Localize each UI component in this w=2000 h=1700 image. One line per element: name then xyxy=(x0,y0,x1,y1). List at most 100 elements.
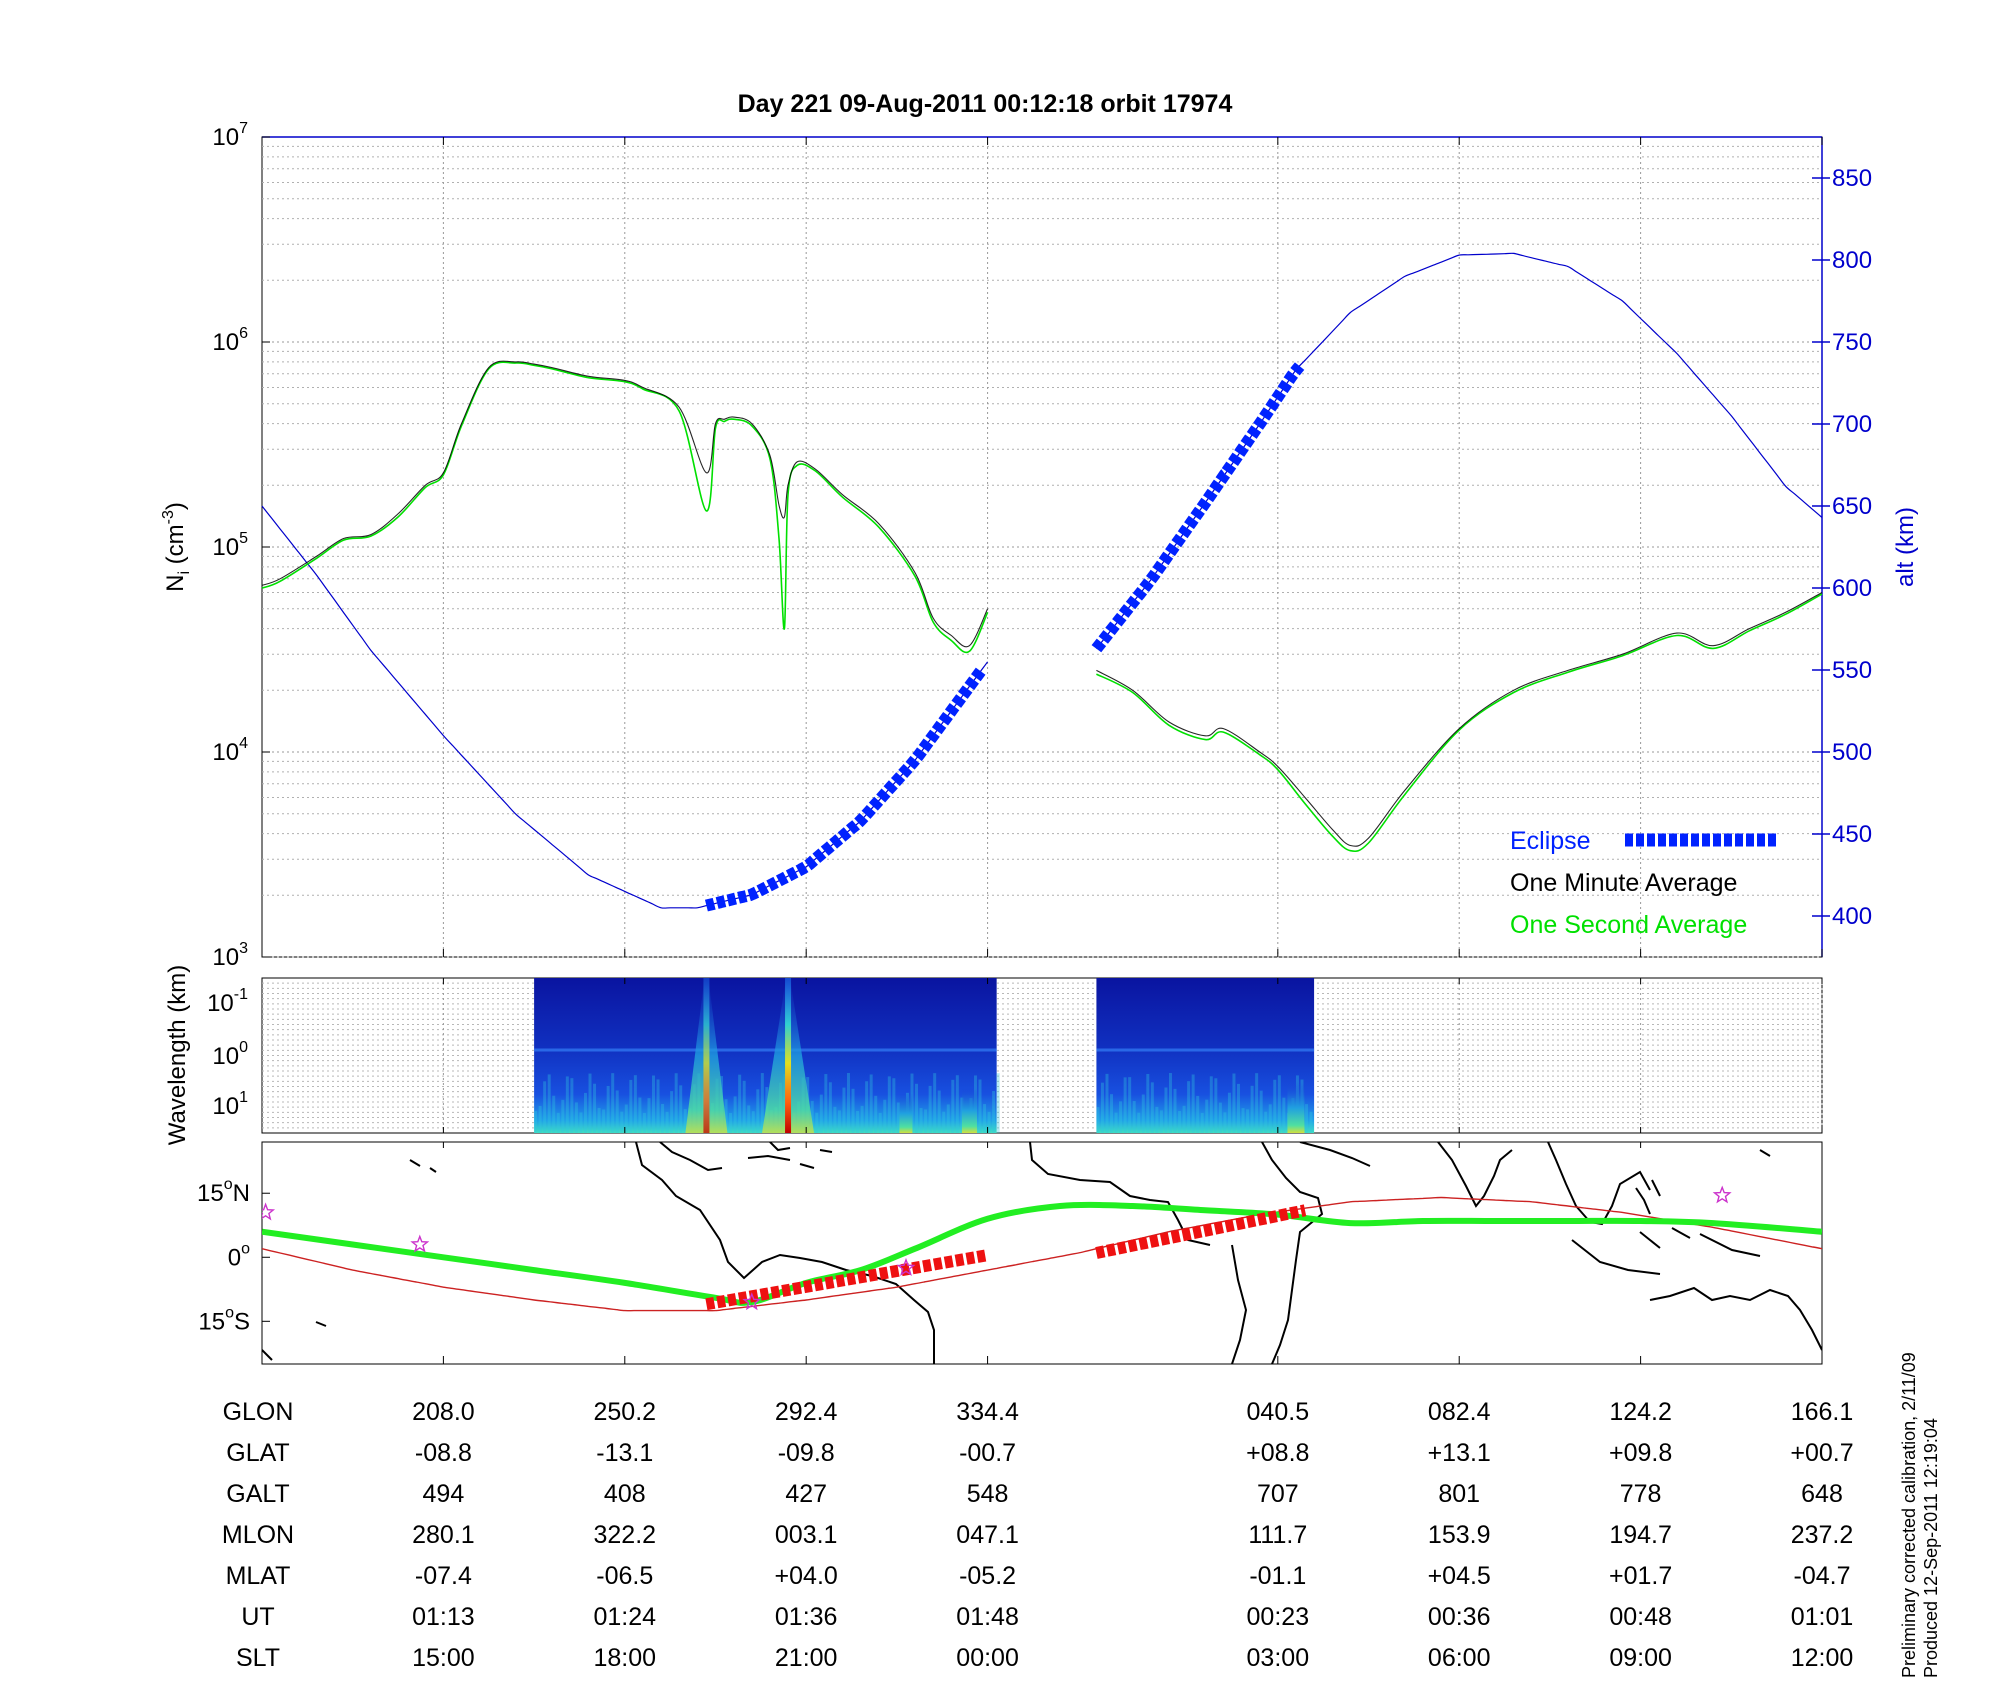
spectrogram-block xyxy=(1096,978,1315,1133)
spectrogram-texture xyxy=(547,1074,551,1133)
spectrogram-texture xyxy=(996,1073,1000,1133)
table-cell: -05.2 xyxy=(959,1562,1016,1590)
spectrogram-texture xyxy=(642,1112,646,1133)
table-cell: 778 xyxy=(1620,1480,1662,1508)
spec-tick-exp: 0 xyxy=(239,1039,248,1056)
spectrogram-texture xyxy=(733,1096,737,1133)
table-row-label: GLON xyxy=(223,1398,294,1426)
y-tick-base: 10 xyxy=(212,534,239,561)
spectrogram-texture xyxy=(955,1075,959,1133)
spectrogram-texture xyxy=(593,1083,597,1133)
table-cell: 322.2 xyxy=(594,1521,657,1549)
table-row-label: UT xyxy=(241,1603,274,1631)
table-cell: 040.5 xyxy=(1247,1398,1310,1426)
spec-tick-base: 10 xyxy=(212,1093,239,1120)
coast-arabia xyxy=(1299,1142,1371,1167)
table-cell: 250.2 xyxy=(594,1398,657,1426)
table-row-label: MLAT xyxy=(226,1562,291,1590)
alt-tick-label: 750 xyxy=(1832,329,1872,356)
spectrogram-texture xyxy=(1128,1077,1132,1133)
table-cell: +09.8 xyxy=(1609,1439,1672,1467)
spectrogram-texture xyxy=(865,1081,869,1133)
table-cell: 334.4 xyxy=(956,1398,1019,1426)
spectrogram-texture xyxy=(633,1075,637,1133)
spectrogram-texture xyxy=(1137,1112,1141,1133)
y-tick-label: 103 xyxy=(212,940,248,971)
table-cell: 427 xyxy=(785,1480,827,1508)
spectrogram-texture xyxy=(1205,1099,1209,1133)
table-cell: -01.1 xyxy=(1249,1562,1306,1590)
footer-calibration: Preliminary corrected calibration, 2/11/… xyxy=(1899,1352,1919,1678)
legend-minute-label: One Minute Average xyxy=(1510,869,1737,897)
spectrogram-texture xyxy=(1209,1076,1213,1133)
table-cell: 00:36 xyxy=(1428,1603,1491,1631)
table-cell: 12:00 xyxy=(1791,1644,1854,1672)
coast-east-africa xyxy=(1261,1142,1324,1364)
spectrogram-texture xyxy=(1119,1101,1123,1133)
y-tick-exp: 7 xyxy=(239,120,248,137)
spectrogram-texture xyxy=(851,1088,855,1133)
lat-tick-degree: o xyxy=(241,1240,250,1257)
spectrogram-texture xyxy=(738,1074,742,1133)
spectrogram-texture xyxy=(1168,1073,1172,1133)
alt-tick-label: 400 xyxy=(1832,903,1872,930)
spectrogram-texture xyxy=(751,1111,755,1133)
table-cell: 047.1 xyxy=(956,1521,1019,1549)
ground-track-line xyxy=(262,1201,1822,1306)
spectrogram-texture xyxy=(611,1073,615,1133)
spectrogram-texture xyxy=(1173,1088,1177,1133)
table-cell: 15:00 xyxy=(412,1644,475,1672)
coast-philippines xyxy=(1635,1179,1661,1215)
spectrogram-texture xyxy=(847,1073,850,1133)
coast-central-america xyxy=(659,1142,723,1172)
alt-tick-label: 600 xyxy=(1832,575,1872,602)
table-cell: 01:36 xyxy=(775,1603,838,1631)
coast-south-america xyxy=(635,1142,935,1364)
table-row-label: MLON xyxy=(222,1521,294,1549)
spectrogram-texture xyxy=(647,1098,651,1133)
coast-west-africa xyxy=(1029,1142,1211,1246)
density-y-label: Ni (cm-3) xyxy=(160,502,193,592)
spectrogram-peak xyxy=(899,1093,913,1133)
spectrogram-texture xyxy=(1282,1097,1286,1133)
spectrogram-block xyxy=(534,978,997,1133)
table-cell: 00:23 xyxy=(1247,1603,1310,1631)
table-cell: +08.8 xyxy=(1246,1439,1309,1467)
table-cell: 18:00 xyxy=(594,1644,657,1672)
spectrogram-texture xyxy=(1105,1073,1109,1133)
one-second-average-line xyxy=(261,361,989,654)
spectrogram-texture xyxy=(679,1085,683,1133)
y-tick-label: 104 xyxy=(212,735,248,766)
eclipse-ground-track xyxy=(1095,1204,1307,1259)
table-cell: -06.5 xyxy=(596,1562,653,1590)
spectrogram-texture xyxy=(1277,1075,1281,1133)
table-cell: 648 xyxy=(1801,1480,1843,1508)
spectrogram-texture xyxy=(606,1085,610,1133)
spectrogram-texture xyxy=(824,1074,828,1133)
y-tick-base: 10 xyxy=(212,124,239,151)
x-axis-ticks xyxy=(442,137,1823,1364)
coast-africa-interior xyxy=(1231,1244,1248,1364)
table-cell: 237.2 xyxy=(1791,1521,1854,1549)
table-cell: 00:00 xyxy=(956,1644,1019,1672)
y-tick-base: 10 xyxy=(212,739,239,766)
table-cell: -07.4 xyxy=(415,1562,472,1590)
table-cell: 06:00 xyxy=(1428,1644,1491,1672)
spectrogram-texture xyxy=(856,1110,860,1133)
spectrogram-texture xyxy=(924,1109,928,1133)
spectrogram-texture xyxy=(883,1099,887,1133)
spec-tick-label: 100 xyxy=(212,1039,248,1070)
spectrogram-texture xyxy=(1159,1110,1163,1133)
eclipse-segment xyxy=(704,665,987,912)
alt-tick-label: 650 xyxy=(1832,493,1872,520)
magnetic-equator-star-marker xyxy=(896,1257,916,1277)
table-cell: 292.4 xyxy=(775,1398,838,1426)
table-cell: -13.1 xyxy=(596,1439,653,1467)
table-cell: 801 xyxy=(1438,1480,1480,1508)
y-tick-exp: 3 xyxy=(239,940,248,957)
spectrogram-texture xyxy=(1110,1094,1114,1133)
spectrogram-texture xyxy=(1146,1074,1150,1133)
spectrogram-texture xyxy=(538,1105,542,1133)
spectrogram-texture xyxy=(620,1111,624,1133)
spectrogram-texture xyxy=(1182,1105,1186,1133)
